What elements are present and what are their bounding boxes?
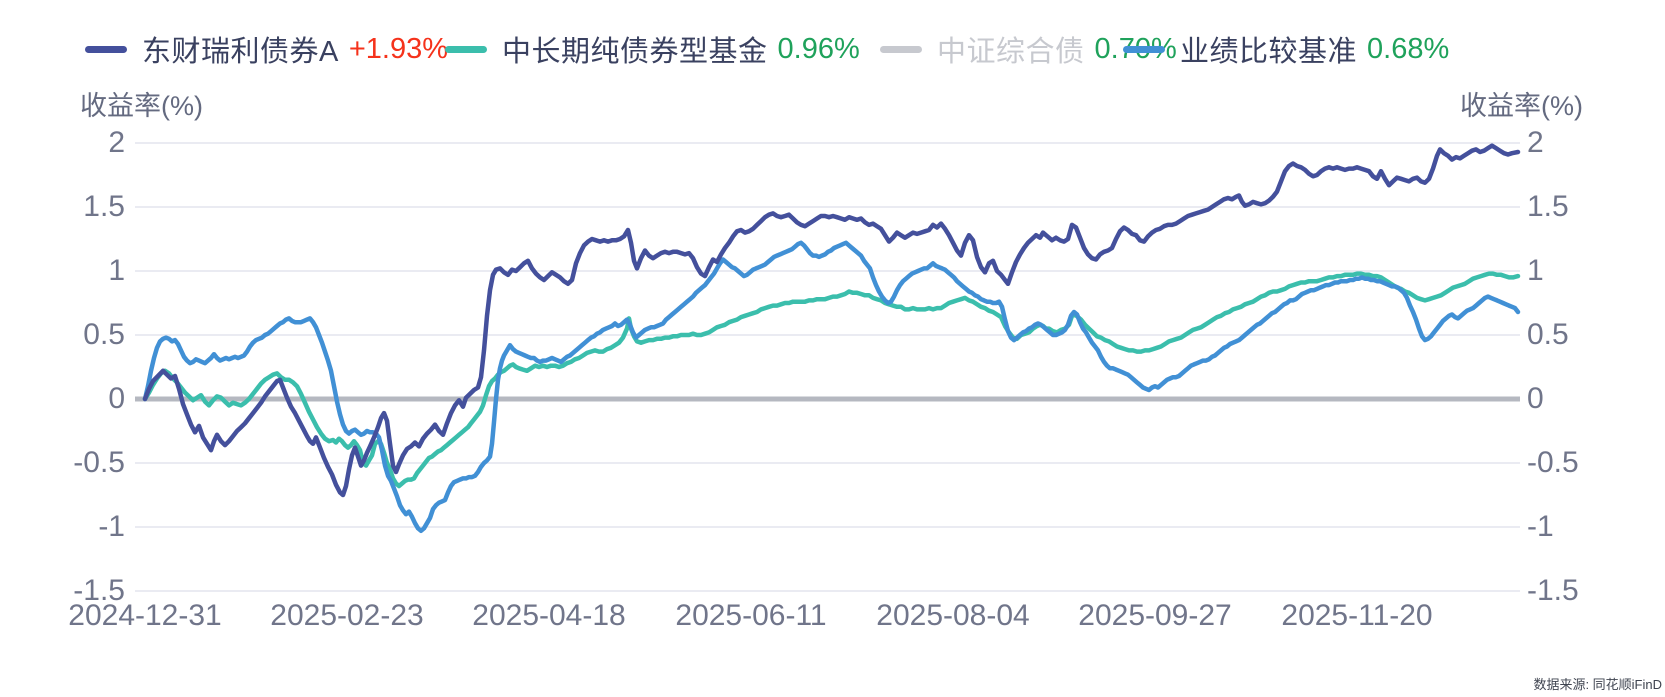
legend-item-fund[interactable]: 东财瑞利债券A +1.93% xyxy=(85,32,449,68)
y-tick-left-2: 2 xyxy=(108,126,125,159)
y-tick-left-1: 1 xyxy=(108,254,125,287)
fund-line-swatch xyxy=(85,45,127,53)
y-tick-right-1: 1 xyxy=(1527,254,1544,287)
y-tick-right-0-5: 0.5 xyxy=(1527,318,1569,351)
x-tick-2025-09-27: 2025-09-27 xyxy=(1078,599,1232,632)
fund-series-line xyxy=(142,143,1521,498)
y-tick-right-neg0-5: -0.5 xyxy=(1527,446,1579,479)
y-tick-right-2: 2 xyxy=(1527,126,1544,159)
legend-label-fund: 东财瑞利债券A xyxy=(142,36,339,68)
y-tick-left-neg1: -1 xyxy=(98,510,125,543)
legend-label-index: 中证综合债 xyxy=(937,36,1085,68)
category-line-swatch xyxy=(445,45,487,53)
y-tick-right-neg1: -1 xyxy=(1527,510,1554,543)
y-tick-right-1-5: 1.5 xyxy=(1527,190,1569,223)
y-axis-title-right: 收益率(%) xyxy=(1460,91,1583,121)
y-tick-left-0-5: 0.5 xyxy=(83,318,125,351)
y-tick-left-neg0-5: -0.5 xyxy=(73,446,125,479)
legend-value-fund: +1.93% xyxy=(348,32,449,65)
legend-value-benchmark: 0.68% xyxy=(1367,32,1450,65)
index-line-swatch xyxy=(880,45,922,53)
y-tick-left-neg1-5: -1.5 xyxy=(73,574,125,607)
benchmark-line-swatch xyxy=(1123,45,1165,53)
legend-item-category[interactable]: 中长期纯债券型基金 0.96% xyxy=(445,32,860,68)
x-tick-2025-02-23: 2025-02-23 xyxy=(270,599,424,632)
legend-item-benchmark[interactable]: 业绩比较基准 0.68% xyxy=(1123,32,1450,68)
x-tick-2025-08-04: 2025-08-04 xyxy=(876,599,1030,632)
benchmark-series-line xyxy=(142,240,1521,534)
y-axis-title-left: 收益率(%) xyxy=(80,91,203,121)
y-tick-right-neg1-5: -1.5 xyxy=(1527,574,1579,607)
y-tick-left-0: 0 xyxy=(108,382,125,415)
category-series-line xyxy=(142,271,1521,489)
data-source-note: 数据来源: 同花顺iFinD xyxy=(1533,677,1662,692)
y-tick-right-0: 0 xyxy=(1527,382,1544,415)
x-tick-2025-11-20: 2025-11-20 xyxy=(1281,599,1433,632)
legend-value-category: 0.96% xyxy=(777,32,860,65)
x-tick-2025-06-11: 2025-06-11 xyxy=(675,599,827,632)
legend-label-category: 中长期纯债券型基金 xyxy=(502,36,768,68)
x-tick-2025-04-18: 2025-04-18 xyxy=(472,599,626,632)
x-tick-2024-12-31: 2024-12-31 xyxy=(68,599,222,632)
y-tick-left-1-5: 1.5 xyxy=(83,190,125,223)
legend-label-benchmark: 业绩比较基准 xyxy=(1180,36,1358,68)
